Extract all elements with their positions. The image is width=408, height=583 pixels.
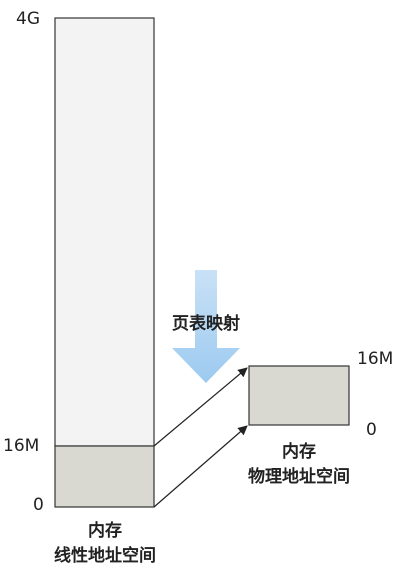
physical-space-title-1: 内存: [282, 442, 316, 462]
physical-space-title-2: 物理地址空间: [248, 467, 350, 487]
physical-space-region: [248, 365, 350, 426]
physical-zero-label: 0: [366, 420, 377, 440]
big-down-arrow-icon: [172, 270, 240, 383]
mapping-label: 页表映射: [172, 314, 240, 334]
map-arrow-0: [153, 425, 248, 508]
linear-space-title-1: 内存: [88, 521, 122, 541]
linear-space-upper-region: [54, 17, 155, 447]
map-arrow-16m: [153, 367, 248, 447]
linear-space-title-2: 线性地址空间: [54, 546, 156, 566]
linear-top-label: 4G: [16, 9, 40, 29]
linear-16m-label: 16M: [3, 436, 40, 456]
linear-space-low-16m-region: [54, 445, 155, 508]
physical-16m-label: 16M: [357, 349, 394, 369]
linear-zero-label: 0: [33, 495, 44, 515]
